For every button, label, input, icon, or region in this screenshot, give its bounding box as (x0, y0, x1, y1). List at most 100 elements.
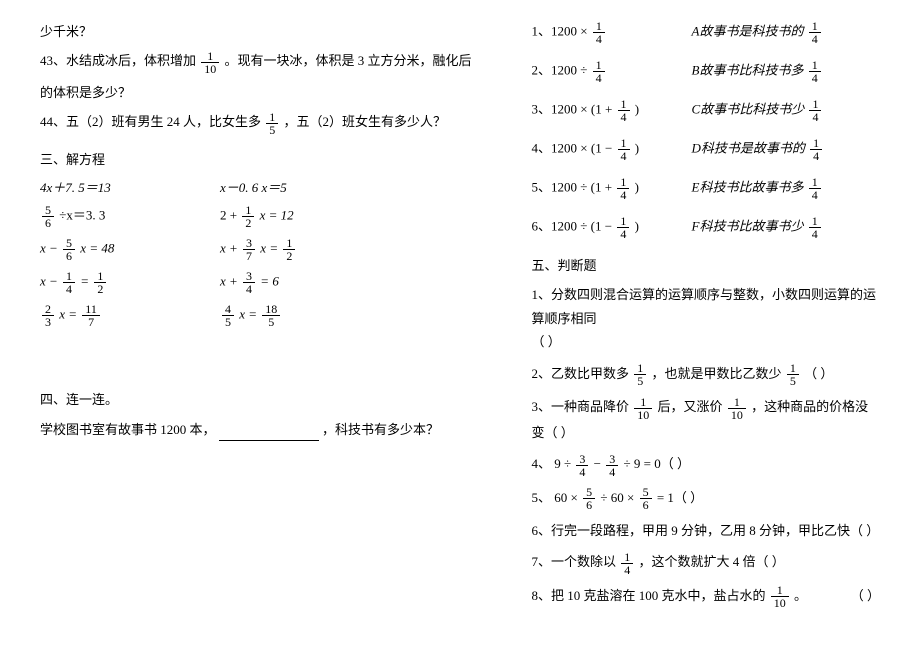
eq3b-frac2: 12 (283, 237, 295, 262)
judge-1: 1、分数四则混合运算的运算顺序与整数，小数四则运算的运算顺序相同 （ ） (532, 283, 880, 353)
eq2b-frac: 12 (242, 204, 254, 229)
eq4a-frac1: 14 (63, 270, 75, 295)
q43-text-a: 43、水结成冰后，体积增加 (40, 53, 196, 68)
m1-right-frac: 14 (809, 20, 821, 45)
left-column: 少千米？ 43、水结成冰后，体积增加 110 。现有一块冰，体积是 3 立方分米… (40, 20, 472, 617)
match-6-left: 6、1200 ÷ (1 − 14 ) (532, 215, 692, 240)
q44-text-b: ，五（2）班女生有多少人？ (284, 114, 447, 129)
eq3b-b: x = (260, 241, 278, 256)
m6-right-frac: 14 (809, 215, 821, 240)
section-3-title: 三、解方程 (40, 148, 472, 171)
m1-frac: 14 (593, 20, 605, 45)
eq3b: x + 37 x = 12 (220, 237, 340, 262)
section-4-question: 学校图书室有故事书 1200 本， ，科技书有多少本？ (40, 418, 472, 441)
eq5b-a: x = (239, 307, 257, 322)
eq3a-frac: 56 (63, 237, 75, 262)
q44-text-a: 44、五（2）班有男生 24 人，比女生多 (40, 114, 261, 129)
match-5-right: E科技书比故事书多 14 (692, 176, 823, 201)
q43-line2: 的体积是多少？ (40, 81, 472, 104)
m3-left-a: 3、1200 × (1 + (532, 101, 613, 116)
q43-text-b: 。现有一块冰，体积是 3 立方分米，融化后 (225, 53, 472, 68)
judge-4: 4、 9 ÷ 34 − 34 ÷ 9 = 0（ ） (532, 452, 880, 478)
j4-c: ÷ 9 = 0（ ） (624, 456, 690, 471)
j2-c: （ ） (804, 366, 833, 381)
eq4a: x − 14 = 12 (40, 270, 160, 295)
m3-right-frac: 14 (809, 98, 821, 123)
j4-a: 4、 9 ÷ (532, 456, 572, 471)
m4-right-a: D科技书是故事书的 (692, 140, 805, 155)
eq5a: 23 x = 117 (40, 303, 160, 328)
eq2b-b: x = 12 (260, 208, 294, 223)
page-container: 少千米？ 43、水结成冰后，体积增加 110 。现有一块冰，体积是 3 立方分米… (40, 20, 880, 617)
eq5a-frac1: 23 (42, 303, 54, 328)
m5-frac: 14 (617, 176, 629, 201)
eq-row-4: x − 14 = 12 x + 34 = 6 (40, 270, 472, 295)
judge-7: 7、一个数除以 14 ，这个数就扩大 4 倍（ ） (532, 550, 880, 576)
m5-left-a: 5、1200 ÷ (1 + (532, 179, 613, 194)
eq1b: x－0. 6 x＝5 (220, 177, 340, 196)
j7-b: ，这个数就扩大 4 倍（ ） (639, 554, 785, 569)
j3-a: 3、一种商品降价 (532, 399, 630, 414)
m2-frac: 14 (593, 59, 605, 84)
match-2-right: B故事书比科技书多 14 (692, 59, 823, 84)
eq5a-frac2: 117 (82, 303, 100, 328)
judge-3: 3、一种商品降价 110 后，又涨价 110 ，这种商品的价格没变（ ） (532, 395, 880, 444)
eq-row-5: 23 x = 117 45 x = 185 (40, 303, 472, 328)
eq-row-3: x − 56 x = 48 x + 37 x = 12 (40, 237, 472, 262)
j1-text: 1、分数四则混合运算的运算顺序与整数，小数四则运算的运算顺序相同 (532, 287, 877, 325)
m6-left-b: ) (635, 218, 639, 233)
j1-paren: （ ） (532, 334, 561, 349)
j5-a: 5、 60 × (532, 490, 578, 505)
j3-b: 后，又涨价 (658, 399, 723, 414)
match-6-right: F科技书比故事书少 14 (692, 215, 823, 240)
j5-frac2: 56 (640, 486, 652, 511)
eq2a: 56 ÷x＝3. 3 (40, 204, 160, 229)
j5-frac1: 56 (583, 486, 595, 511)
m6-right-a: F科技书比故事书少 (692, 218, 804, 233)
j4-frac2: 34 (606, 453, 618, 478)
j2-b: ，也就是甲数比乙数少 (652, 366, 782, 381)
eq4b-b: = 6 (260, 274, 279, 289)
m3-right-a: C故事书比科技书少 (692, 101, 805, 116)
match-4-left: 4、1200 × (1 − 14 ) (532, 137, 692, 162)
match-row-4: 4、1200 × (1 − 14 ) D科技书是故事书的 14 (532, 137, 880, 162)
m3-frac: 14 (618, 98, 630, 123)
eq1a: 4x＋7. 5＝13 (40, 177, 160, 196)
eq4a-frac2: 12 (94, 270, 106, 295)
eq5a-a: x = (59, 307, 77, 322)
m2-right-frac: 14 (809, 59, 821, 84)
j5-c: = 1（ ） (657, 490, 703, 505)
eq5b-frac2: 185 (262, 303, 280, 328)
m5-left-b: ) (635, 179, 639, 194)
j2-frac1: 15 (634, 362, 646, 387)
j8-c: （ ） (851, 584, 880, 607)
j2-a: 2、乙数比甲数多 (532, 366, 630, 381)
match-row-1: 1、1200 × 14 A故事书是科技书的 14 (532, 20, 880, 45)
m4-left-a: 4、1200 × (1 − (532, 140, 613, 155)
eq4a-a: x − (40, 274, 58, 289)
match-1-left: 1、1200 × 14 (532, 20, 692, 45)
eq2b-a: 2 + (220, 208, 237, 223)
j4-frac1: 34 (576, 453, 588, 478)
m4-left-b: ) (635, 140, 639, 155)
j4-b: − (594, 456, 601, 471)
judge-8: 8、把 10 克盐溶在 100 克水中，盐占水的 110 。 （ ） (532, 584, 880, 610)
eq3a-a: x − (40, 241, 58, 256)
j2-frac2: 15 (787, 362, 799, 387)
right-column: 1、1200 × 14 A故事书是科技书的 14 2、1200 ÷ 14 B故事… (532, 20, 880, 617)
match-row-5: 5、1200 ÷ (1 + 14 ) E科技书比故事书多 14 (532, 176, 880, 201)
eq5b: 45 x = 185 (220, 303, 340, 328)
match-row-6: 6、1200 ÷ (1 − 14 ) F科技书比故事书少 14 (532, 215, 880, 240)
match-3-right: C故事书比科技书少 14 (692, 98, 824, 123)
eq3b-a: x + (220, 241, 238, 256)
match-row-3: 3、1200 × (1 + 14 ) C故事书比科技书少 14 (532, 98, 880, 123)
q42-tail: 少千米？ (40, 20, 472, 43)
j7-frac: 14 (621, 551, 633, 576)
m6-frac: 14 (617, 215, 629, 240)
j7-a: 7、一个数除以 (532, 554, 617, 569)
match-5-left: 5、1200 ÷ (1 + 14 ) (532, 176, 692, 201)
match-row-2: 2、1200 ÷ 14 B故事书比科技书多 14 (532, 59, 880, 84)
q44-frac: 15 (266, 111, 278, 136)
q43-line1: 43、水结成冰后，体积增加 110 。现有一块冰，体积是 3 立方分米，融化后 (40, 49, 472, 75)
m4-right-frac: 14 (810, 137, 822, 162)
